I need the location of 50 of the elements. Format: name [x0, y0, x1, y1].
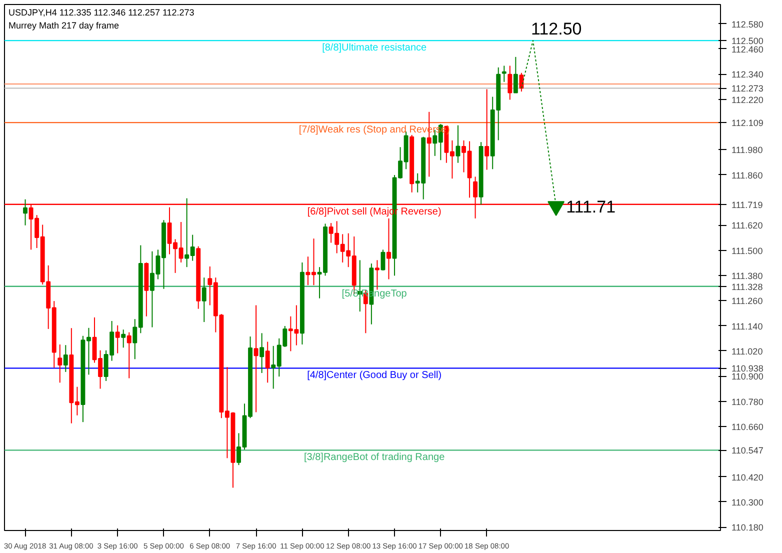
ref-line-label: [8/8]Ultimate resistance — [322, 42, 428, 54]
candlestick — [63, 344, 68, 372]
y-tick-label: 111.260 — [732, 296, 763, 306]
candlestick — [115, 324, 120, 354]
y-tick-label: 110.547 — [732, 446, 764, 456]
y-tick-label: 110.938 — [732, 364, 764, 374]
candlestick — [386, 218, 391, 280]
candlestick — [265, 341, 270, 384]
candlestick — [484, 88, 490, 170]
annotation: 112.50 — [530, 20, 582, 39]
y-tick-label: 111.380 — [732, 270, 763, 281]
y-tick-label: 112.460 — [732, 44, 764, 54]
candlestick — [126, 332, 132, 379]
ref-line-label: [4/8]Center (Good Buy or Sell) — [307, 370, 442, 382]
candlestick — [202, 277, 206, 323]
y-tick-label: 111.860 — [732, 170, 763, 180]
y-tick-label: 110.180 — [732, 522, 764, 533]
y-tick-label: 112.273 — [732, 84, 764, 94]
candlestick — [513, 56, 518, 94]
y-tick-label: 111.328 — [732, 282, 763, 292]
y-tick-label: 112.340 — [732, 70, 764, 80]
chart-title: USDJPY,H4 112.335 112.346 112.257 112.273 — [8, 8, 194, 18]
ref-line-label: [3/8]RangeBot of trading Range — [304, 452, 446, 464]
candlestick — [260, 332, 264, 374]
candlestick — [508, 65, 512, 100]
candlestick — [23, 198, 28, 226]
candlestick — [374, 260, 380, 290]
y-tick-label: 112.220 — [732, 94, 764, 105]
y-tick-label: 110.420 — [732, 472, 764, 482]
candlestick — [58, 344, 62, 384]
y-tick-label: 111.620 — [732, 220, 763, 231]
candlestick — [456, 124, 460, 164]
y-tick-label: 110.900 — [732, 372, 764, 382]
candlestick — [519, 72, 524, 92]
candlestick — [254, 304, 258, 413]
candlestick — [121, 329, 126, 348]
candlestick — [502, 65, 506, 82]
y-tick-label: 111.020 — [732, 346, 763, 356]
y-tick-label: 110.780 — [732, 396, 764, 407]
y-tick-label: 111.500 — [732, 246, 763, 256]
y-tick-label: 112.500 — [732, 36, 764, 46]
y-tick-label: 110.660 — [732, 422, 764, 432]
y-tick-label: 110.300 — [732, 497, 764, 508]
y-tick-label: 111.980 — [732, 145, 763, 156]
y-tick-label: 112.109 — [732, 118, 764, 128]
y-tick-label: 111.719 — [732, 200, 763, 210]
candlestick — [380, 249, 386, 271]
y-tick-label: 112.580 — [732, 19, 764, 30]
y-tick-label: 111.140 — [732, 321, 763, 332]
text: Murrey Math 217 day frame — [8, 20, 120, 30]
